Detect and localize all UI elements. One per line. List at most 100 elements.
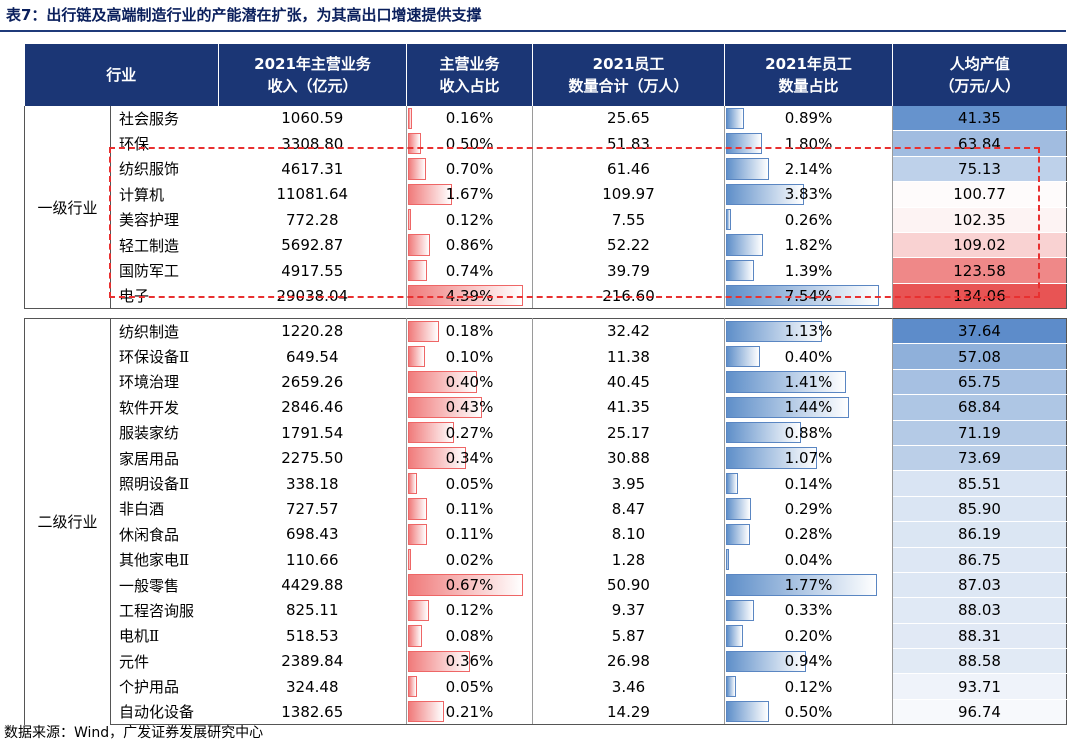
revenue-cell: 2389.84 [218,648,407,674]
revenue-share-cell: 0.36% [406,648,533,674]
table-row: 电机Ⅱ 518.53 0.08% 5.87 0.20% 88.31 [25,623,1067,650]
per-capita-cell: 57.08 [892,343,1067,370]
employees-cell: 52.22 [532,232,726,258]
revenue-cell: 649.54 [218,343,407,370]
table-level1: 行业 2021年主营业务 收入（亿元） 主营业务 收入占比 2021员工 数量合计（万… [24,44,1068,310]
employee-share-bar [726,523,750,546]
industry-name: 工程咨询服 [119,601,195,620]
revenue-cell: 5692.87 [218,232,408,258]
revenue-share-value: 0.12% [445,601,494,620]
employee-share-value: 1.41% [784,372,833,391]
revenue-share-bar [408,650,470,672]
employee-share-cell: 1.82% [724,232,894,258]
employee-share-bar [726,498,751,520]
revenue-cell: 4429.88 [218,572,407,598]
revenue-cell: 1382.65 [218,699,407,726]
revenue-share-cell: 0.08% [406,623,533,649]
highlight-box [109,147,1040,298]
table-row: 计算机 11081.64 1.67% 109.97 3.83% 100.77 [25,181,1068,208]
revenue-cell: 4617.31 [218,156,408,182]
employee-share-bar [726,574,877,596]
revenue-cell: 825.11 [218,597,407,624]
revenue-cell: 1791.54 [218,420,407,446]
industry-name: 其他家电Ⅱ [119,551,190,570]
revenue-share-value: 0.11% [445,499,494,518]
employee-share-value: 0.28% [784,525,833,544]
revenue-cell: 1060.59 [218,106,408,131]
per-capita-cell: 37.64 [892,317,1067,345]
employee-share-bar [726,158,770,180]
employees-cell: 11.38 [532,343,725,370]
employee-share-bar [726,285,879,307]
revenue-share-cell: 0.43% [406,394,533,421]
per-capita-cell: 68.84 [892,394,1067,421]
revenue-share-value: 1.67% [445,185,494,204]
revenue-share-bar [408,675,417,698]
revenue-share-cell: 0.12% [406,207,534,233]
industry-name: 电机Ⅱ [119,627,160,646]
employees-cell: 25.17 [532,420,725,446]
employee-share-bar [726,259,755,282]
revenue-share-cell: 0.10% [406,343,533,370]
employees-cell: 7.55 [532,207,726,233]
revenue-share-value: 0.10% [445,347,494,366]
revenue-share-value: 0.08% [445,626,494,645]
revenue-share-bar [408,396,482,419]
revenue-cell: 1220.28 [218,317,407,344]
revenue-share-value: 0.21% [445,702,494,721]
industry-name: 自动化设备 [110,699,219,726]
revenue-share-cell: 0.16% [406,106,534,131]
employees-cell: 61.46 [532,156,726,182]
employee-share-bar [726,447,818,469]
per-capita-cell: 75.13 [892,156,1068,183]
revenue-share-bar [408,209,412,231]
revenue-share-cell: 0.21% [406,699,533,726]
employee-share-bar [726,650,807,672]
employees-cell: 50.90 [532,572,725,598]
employee-share-value: 7.54% [784,286,833,305]
revenue-share-cell: 1.67% [406,181,534,208]
revenue-share-bar [408,625,422,647]
table-row: 二级行业 纺织制造 1220.28 0.18% 32.42 1.13% 37.64 [24,317,1067,725]
industry-name: 家居用品 [119,449,180,468]
revenue-share-value: 0.70% [445,159,494,178]
per-capita-cell: 85.90 [892,496,1067,523]
table-row: 国防军工 4917.55 0.74% 39.79 1.39% 123.58 [25,257,1068,284]
header-employee-share: 2021年员工 数量占比 [724,44,894,106]
employees-cell: 109.97 [532,181,726,208]
employees-cell: 39.79 [532,257,726,284]
group-label: 一级行业 [24,106,111,309]
revenue-cell: 11081.64 [218,181,408,208]
employees-cell: 9.37 [532,597,725,624]
per-capita-cell: 102.35 [892,207,1068,233]
revenue-cell: 698.43 [218,521,407,548]
employee-share-cell: 3.83% [724,181,894,208]
employees-cell: 26.98 [532,648,725,674]
revenue-share-value: 0.74% [445,261,494,280]
employee-share-cell: 1.77% [724,572,893,598]
per-capita-cell: 86.19 [892,521,1067,548]
revenue-share-bar [408,574,523,596]
table-row: 一般零售 4429.88 0.67% 50.90 1.77% 87.03 [25,572,1067,599]
revenue-share-cell: 0.70% [406,156,534,182]
table-row: 非白酒 727.57 0.11% 8.47 0.29% 85.90 [25,496,1067,523]
per-capita-cell: 88.03 [892,597,1067,624]
title-rule [0,30,1066,32]
employee-share-value: 2.14% [784,159,833,178]
table-row: 休闲食品 698.43 0.11% 8.10 0.28% 86.19 [25,521,1067,548]
revenue-share-value: 4.39% [445,286,494,305]
revenue-share-cell: 0.40% [406,369,533,395]
revenue-share-value: 0.12% [445,210,494,229]
revenue-cell: 2275.50 [218,445,407,471]
employee-share-cell: 0.20% [724,623,893,649]
table-row: 自动化设备 1382.65 0.21% 14.29 0.50% 96.74 [25,699,1067,726]
revenue-cell: 772.28 [218,207,408,233]
table-row: 服装家纺 1791.54 0.27% 25.17 0.88% 71.19 [25,420,1067,446]
table-row: 元件 2389.84 0.36% 26.98 0.94% 88.58 [25,648,1067,675]
employee-share-cell: 1.13% [724,317,893,344]
per-capita-cell: 88.58 [892,648,1067,675]
employee-share-cell: 1.44% [724,394,893,421]
table-row: 家居用品 2275.50 0.34% 30.88 1.07% 73.69 [25,445,1067,472]
revenue-share-cell: 0.02% [406,547,533,573]
revenue-share-cell: 0.74% [406,257,534,284]
